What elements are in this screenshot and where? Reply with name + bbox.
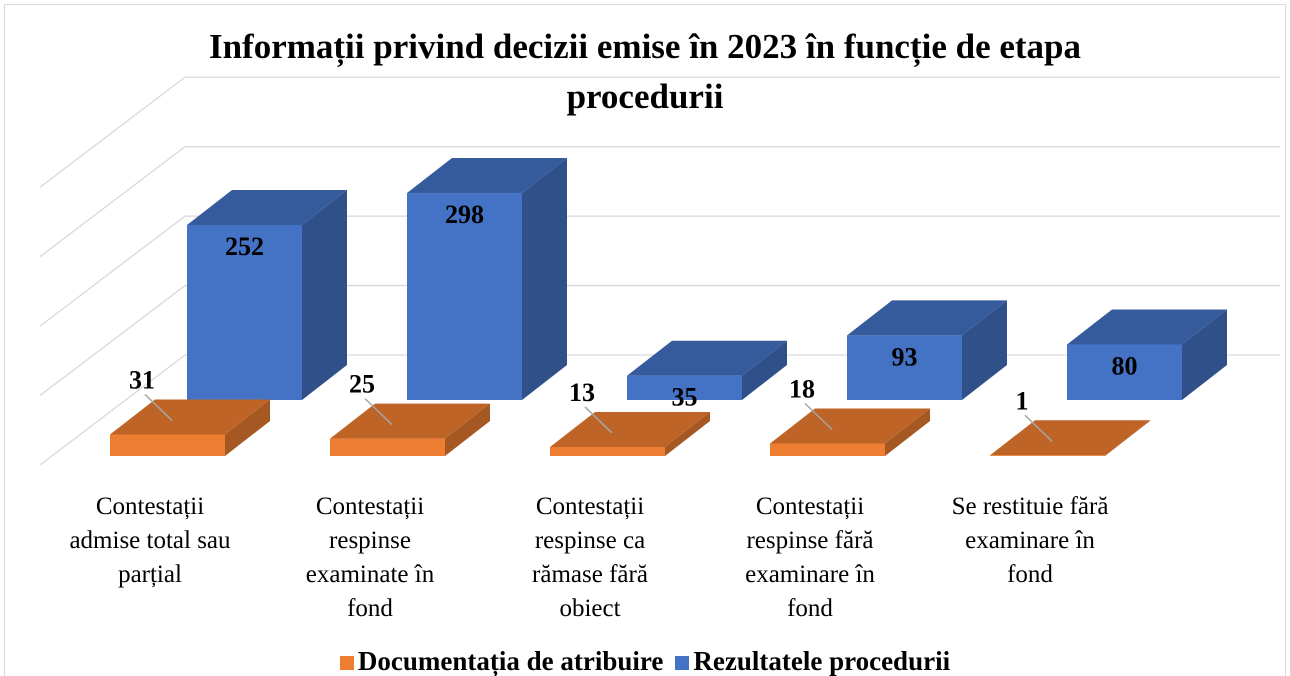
- bar-top: [1067, 309, 1227, 345]
- legend-label: Documentația de atribuire: [357, 646, 664, 676]
- bar-front: [627, 375, 742, 400]
- legend-item: Documentația de atribuire: [339, 646, 664, 676]
- grid-line: [39, 215, 1280, 327]
- x-tick-label: Contestații respinse fără examinare în f…: [745, 493, 875, 622]
- bar: [110, 399, 270, 456]
- bar-side: [1105, 420, 1150, 456]
- bar-top: [990, 420, 1150, 456]
- bar-front: [110, 434, 225, 456]
- bar: [627, 340, 787, 400]
- bar-front: [330, 438, 445, 456]
- x-tick-label: Contestații respinse ca rămase fără obie…: [532, 493, 648, 622]
- bar-front: [1067, 344, 1182, 400]
- data-label: 31: [129, 365, 155, 394]
- bar-side: [885, 408, 930, 456]
- bar-top: [770, 408, 930, 444]
- bar-side: [225, 399, 270, 456]
- legend-item: Rezultatele procedurii: [675, 646, 950, 676]
- x-tick-label: Contestații admise total sau parțial: [69, 493, 231, 588]
- bar-side: [1182, 309, 1227, 400]
- bar-front: [407, 193, 522, 400]
- x-tick-label: Contestații respinse examinate în fond: [305, 493, 435, 622]
- leader-line: [584, 406, 613, 434]
- legend-swatch: [675, 656, 690, 670]
- bar-top: [550, 411, 710, 447]
- bar: [187, 190, 347, 400]
- data-label: 80: [1112, 351, 1138, 380]
- bar: [770, 408, 930, 456]
- data-label: 298: [445, 200, 484, 229]
- chart-frame: [4, 4, 1286, 676]
- bar-side: [742, 340, 787, 400]
- bar-top: [187, 190, 347, 225]
- bar: [1067, 309, 1227, 400]
- bar: [847, 300, 1007, 400]
- legend-label: Rezultatele procedurii: [693, 646, 951, 676]
- data-label: 35: [672, 383, 698, 412]
- legend-swatch: [339, 656, 354, 670]
- leader-line: [804, 402, 833, 431]
- legend: Documentația de atribuire Rezultatele pro…: [0, 646, 1290, 676]
- grid-line: [39, 284, 1280, 397]
- leader-line: [144, 393, 173, 422]
- data-label: 25: [349, 370, 375, 399]
- data-label: 252: [225, 232, 264, 261]
- bar-front: [990, 455, 1105, 456]
- bar-side: [962, 300, 1007, 400]
- bar-top: [627, 340, 787, 376]
- bar-front: [770, 443, 885, 456]
- grid-line: [39, 76, 1280, 188]
- bar-side: [445, 403, 490, 456]
- bar: [990, 420, 1150, 456]
- chart-title: Informații privind decizii emise în 2023…: [208, 27, 1082, 116]
- bar-top: [330, 403, 490, 439]
- grid-line: [39, 146, 1280, 258]
- leader-line: [1024, 414, 1053, 442]
- data-label: 93: [892, 342, 918, 371]
- bar-front: [187, 225, 302, 400]
- bar: [330, 403, 490, 456]
- bar-top: [407, 158, 567, 194]
- bar-top: [847, 300, 1007, 336]
- x-tick-label: Se restituie fără examinare în fond: [951, 493, 1109, 588]
- bar-side: [302, 190, 347, 400]
- bar-front: [847, 335, 962, 400]
- data-label: 18: [789, 374, 815, 403]
- data-label: 13: [569, 378, 595, 407]
- bar-top: [110, 399, 270, 435]
- bar: [407, 158, 567, 400]
- leader-line: [364, 398, 393, 426]
- bar-side: [665, 411, 710, 456]
- bar-side: [522, 158, 567, 400]
- bar-front: [550, 446, 665, 456]
- data-label: 1: [1016, 386, 1029, 415]
- bar: [550, 411, 710, 456]
